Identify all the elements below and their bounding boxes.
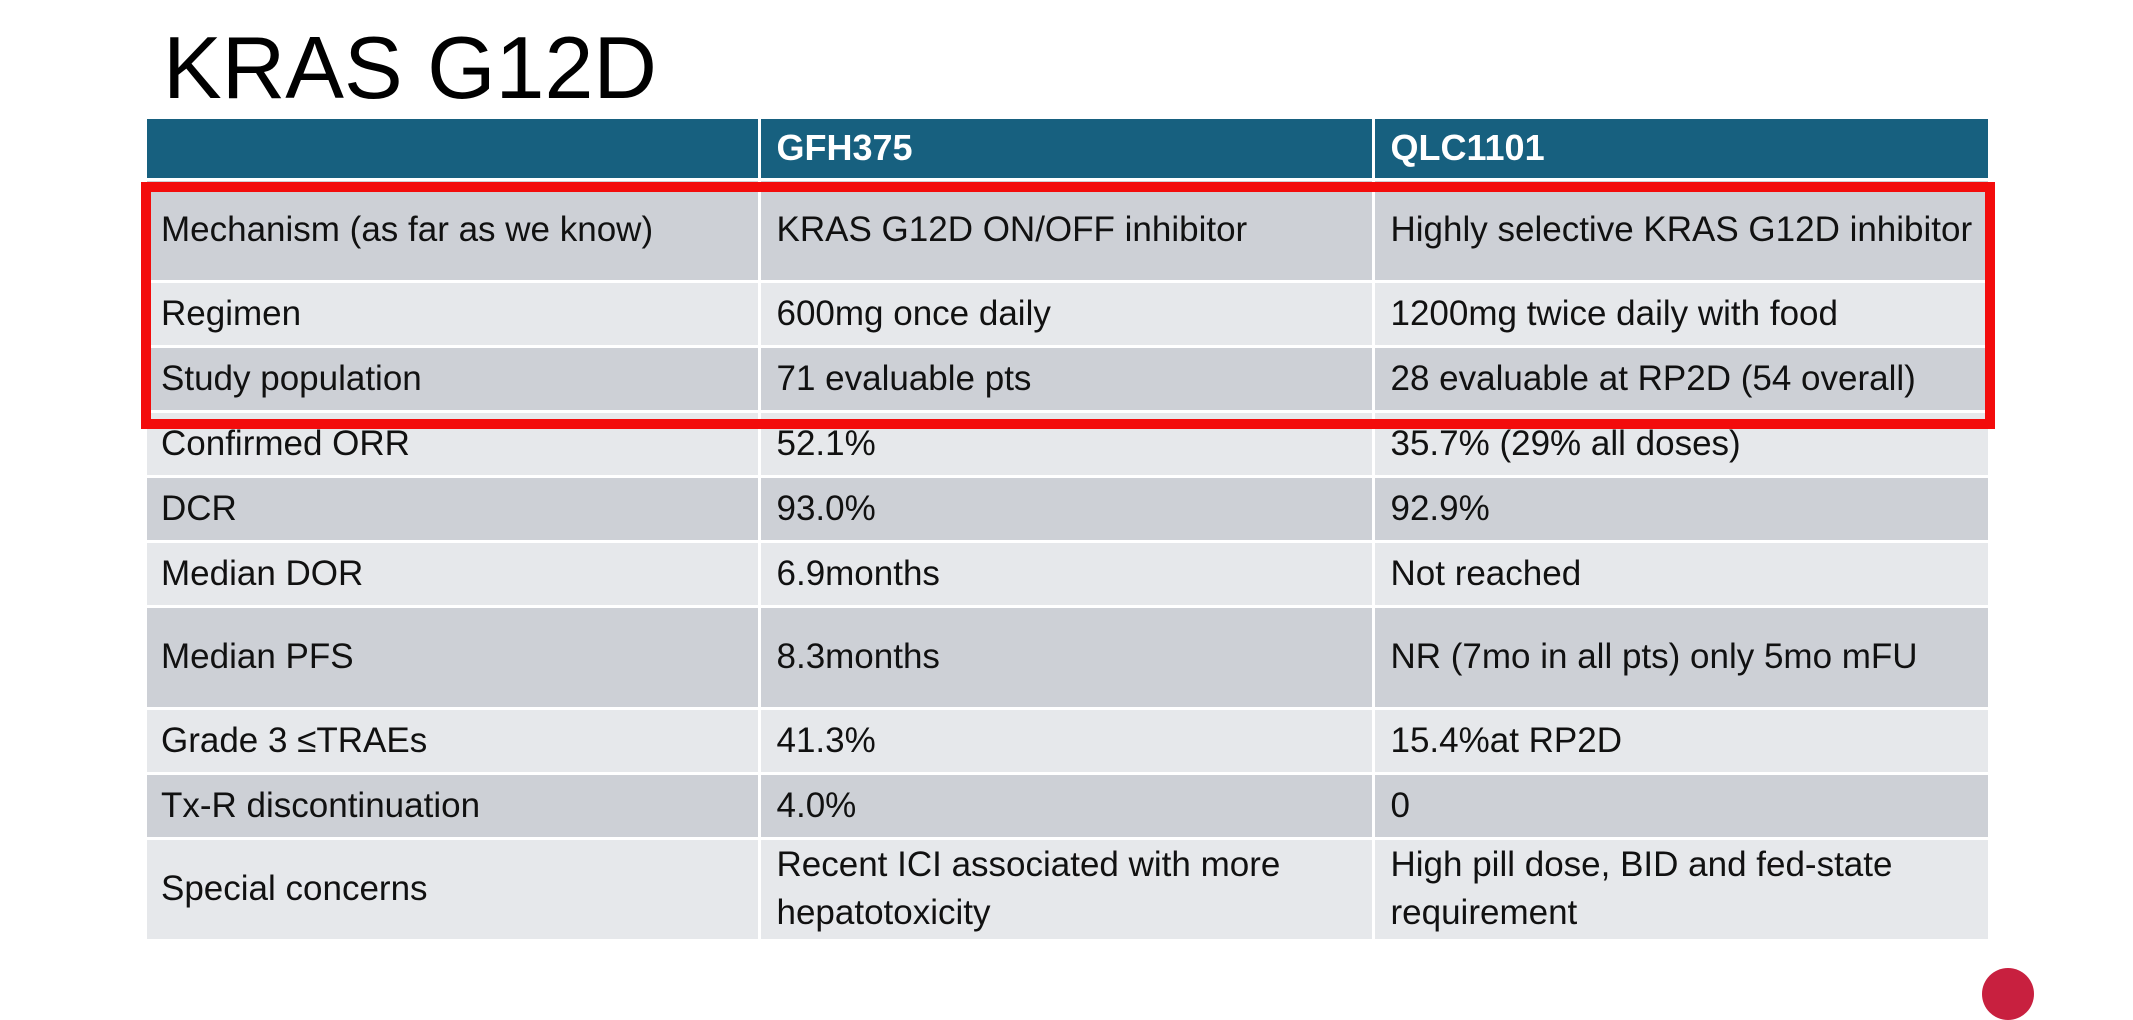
table-cell: High pill dose, BID and fed-state requir…: [1373, 838, 1988, 942]
table-row-study-population: Study population 71 evaluable pts 28 eva…: [147, 346, 1988, 413]
row-label: Special concerns: [147, 838, 761, 942]
comparison-table: GFH375 QLC1101 Mechanism (as far as we k…: [147, 119, 1988, 942]
row-label: Study population: [147, 346, 761, 413]
header-cell-gfh375: GFH375: [759, 119, 1375, 181]
table-cell: 0: [1373, 773, 1988, 840]
table-cell: 52.1%: [759, 411, 1375, 478]
table-cell: 92.9%: [1373, 476, 1988, 543]
header-cell-qlc1101: QLC1101: [1373, 119, 1988, 181]
row-label: Median PFS: [147, 606, 761, 710]
table-row-discontinuation: Tx-R discontinuation 4.0% 0: [147, 773, 1988, 840]
row-label: DCR: [147, 476, 761, 543]
table-row-grade3-traes: Grade 3 ≤TRAEs 41.3% 15.4%at RP2D: [147, 708, 1988, 775]
table-row-mechanism: Mechanism (as far as we know) KRAS G12D …: [147, 179, 1988, 283]
row-label: Median DOR: [147, 541, 761, 608]
table-row-confirmed-orr: Confirmed ORR 52.1% 35.7% (29% all doses…: [147, 411, 1988, 478]
table-cell: 6.9months: [759, 541, 1375, 608]
row-label: Grade 3 ≤TRAEs: [147, 708, 761, 775]
logo-icon: [1982, 968, 2034, 1020]
header-cell-empty: [147, 119, 761, 181]
table-cell: 1200mg twice daily with food: [1373, 281, 1988, 348]
table-cell: 28 evaluable at RP2D (54 overall): [1373, 346, 1988, 413]
table-cell: NR (7mo in all pts) only 5mo mFU: [1373, 606, 1988, 710]
table-cell: 71 evaluable pts: [759, 346, 1375, 413]
table-cell: 600mg once daily: [759, 281, 1375, 348]
row-label: Mechanism (as far as we know): [147, 179, 761, 283]
slide-title: KRAS G12D: [163, 18, 657, 117]
table-cell: 35.7% (29% all doses): [1373, 411, 1988, 478]
row-label: Regimen: [147, 281, 761, 348]
table-cell: 41.3%: [759, 708, 1375, 775]
table-row-median-pfs: Median PFS 8.3months NR (7mo in all pts)…: [147, 606, 1988, 710]
table-cell: 4.0%: [759, 773, 1375, 840]
table-cell: Highly selective KRAS G12D inhibitor: [1373, 179, 1988, 283]
table-cell: Not reached: [1373, 541, 1988, 608]
table-cell: Recent ICI associated with more hepatoto…: [759, 838, 1375, 942]
table-row-regimen: Regimen 600mg once daily 1200mg twice da…: [147, 281, 1988, 348]
row-label: Confirmed ORR: [147, 411, 761, 478]
table-cell: 8.3months: [759, 606, 1375, 710]
row-label: Tx-R discontinuation: [147, 773, 761, 840]
table-header-row: GFH375 QLC1101: [147, 119, 1988, 181]
table-cell: 93.0%: [759, 476, 1375, 543]
table-cell: KRAS G12D ON/OFF inhibitor: [759, 179, 1375, 283]
table-row-dcr: DCR 93.0% 92.9%: [147, 476, 1988, 543]
table-row-special-concerns: Special concerns Recent ICI associated w…: [147, 838, 1988, 942]
table-row-median-dor: Median DOR 6.9months Not reached: [147, 541, 1988, 608]
table-cell: 15.4%at RP2D: [1373, 708, 1988, 775]
